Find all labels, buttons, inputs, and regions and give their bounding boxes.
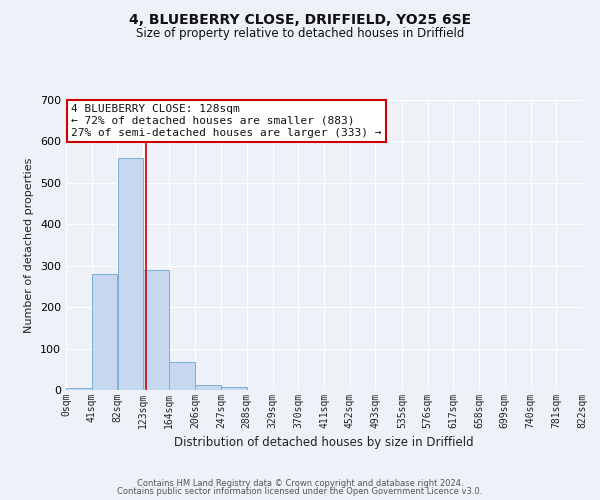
Bar — [118, 158, 143, 390]
Bar — [169, 362, 194, 390]
Bar — [196, 384, 221, 390]
Bar — [66, 388, 92, 390]
Text: 4, BLUEBERRY CLOSE, DRIFFIELD, YO25 6SE: 4, BLUEBERRY CLOSE, DRIFFIELD, YO25 6SE — [129, 12, 471, 26]
Y-axis label: Number of detached properties: Number of detached properties — [25, 158, 34, 332]
Text: Contains HM Land Registry data © Crown copyright and database right 2024.: Contains HM Land Registry data © Crown c… — [137, 478, 463, 488]
Bar — [92, 274, 118, 390]
Text: Contains public sector information licensed under the Open Government Licence v3: Contains public sector information licen… — [118, 487, 482, 496]
Text: 4 BLUEBERRY CLOSE: 128sqm
← 72% of detached houses are smaller (883)
27% of semi: 4 BLUEBERRY CLOSE: 128sqm ← 72% of detac… — [71, 104, 382, 138]
Bar — [221, 386, 247, 390]
X-axis label: Distribution of detached houses by size in Driffield: Distribution of detached houses by size … — [174, 436, 474, 450]
Text: Size of property relative to detached houses in Driffield: Size of property relative to detached ho… — [136, 28, 464, 40]
Bar — [143, 270, 169, 390]
